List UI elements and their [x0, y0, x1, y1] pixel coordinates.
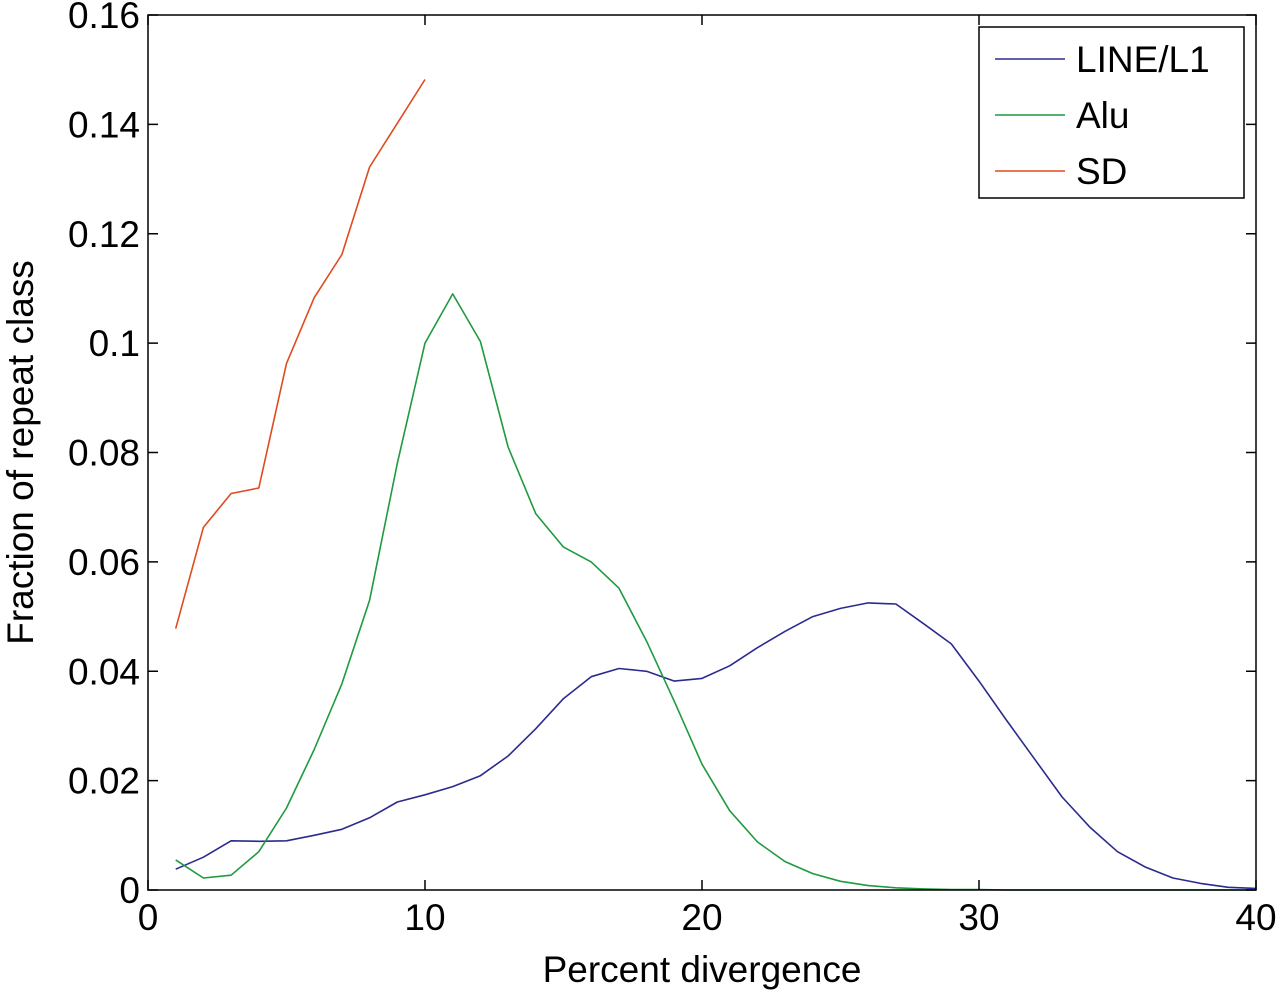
- x-tick-label: 40: [1235, 897, 1276, 938]
- series-line-alu: [175, 293, 1256, 891]
- legend-label-sd: SD: [1076, 151, 1127, 192]
- y-tick-label: 0.16: [68, 0, 140, 36]
- x-tick-label: 20: [681, 897, 722, 938]
- y-axis-label: Fraction of repeat class: [0, 260, 41, 645]
- y-tick-label: 0.08: [68, 433, 140, 474]
- series-line-sd: [174, 79, 426, 629]
- x-tick-label: 10: [404, 897, 445, 938]
- x-tick-label: 0: [138, 897, 159, 938]
- series-line-line-l1: [175, 602, 1257, 890]
- legend-label-alu: Alu: [1076, 95, 1129, 136]
- y-tick-label: 0.06: [68, 542, 140, 583]
- y-tick-label: 0.14: [68, 104, 140, 145]
- y-tick-label: 0.1: [89, 323, 140, 364]
- plot-area: [174, 79, 1257, 891]
- legend-box: [978, 26, 1245, 199]
- y-tick-label: 0: [119, 870, 140, 911]
- y-tick-label: 0.04: [68, 651, 140, 692]
- legend: LINE/L1 Alu SD: [978, 26, 1245, 199]
- y-tick-label: 0.12: [68, 214, 140, 255]
- axes: 0 10 20 30 40 0 0.02 0.04 0.06 0.08 0.1 0.12 0.14 0.1…: [68, 0, 1277, 938]
- x-axis-label: Percent divergence: [543, 949, 862, 990]
- x-tick-label: 30: [958, 897, 999, 938]
- legend-label-line-l1: LINE/L1: [1076, 39, 1210, 80]
- y-tick-label: 0.02: [68, 761, 140, 802]
